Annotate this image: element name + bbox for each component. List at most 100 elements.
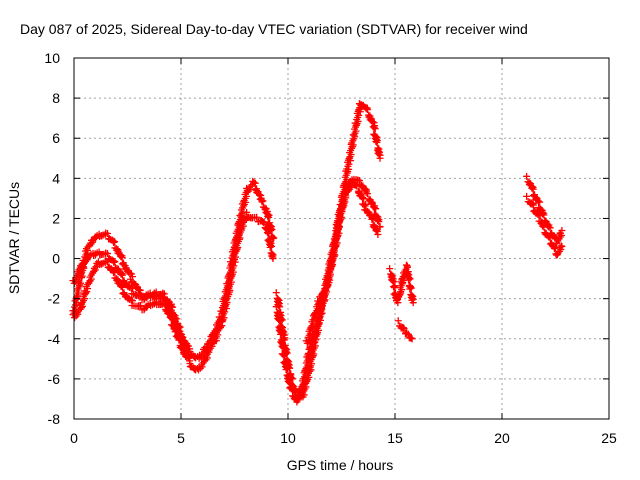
data-point — [362, 105, 370, 113]
data-point — [264, 230, 272, 238]
data-point — [111, 238, 119, 246]
data-point — [360, 195, 368, 203]
data-point — [368, 215, 376, 223]
data-point — [408, 335, 416, 343]
series-track-a — [69, 177, 278, 362]
data-point — [406, 275, 414, 283]
data-point — [362, 189, 370, 197]
x-tick-label: 10 — [280, 430, 296, 446]
data-point — [104, 250, 112, 258]
data-point — [159, 293, 167, 301]
y-axis-label: SDTVAR / TECUs — [6, 182, 22, 294]
data-point — [259, 197, 267, 205]
data-point — [118, 254, 126, 262]
data-point — [546, 224, 554, 232]
data-point — [288, 386, 296, 394]
data-point — [279, 343, 287, 351]
y-tick-label: -4 — [48, 331, 61, 347]
data-point — [73, 309, 81, 317]
data-point — [245, 184, 253, 192]
y-tick-label: 6 — [52, 130, 60, 146]
data-point — [258, 198, 266, 206]
data-point — [528, 184, 536, 192]
x-tick-label: 15 — [387, 430, 403, 446]
series-track-d — [272, 100, 384, 404]
data-point — [386, 265, 394, 273]
data-point — [71, 314, 79, 322]
data-point — [373, 139, 381, 147]
data-point — [136, 301, 144, 309]
data-point — [558, 243, 566, 251]
data-point — [529, 201, 537, 209]
data-point — [176, 327, 184, 335]
series-track-h — [394, 317, 416, 343]
x-tick-label: 0 — [70, 430, 78, 446]
data-point — [363, 106, 371, 114]
data-point — [269, 255, 277, 263]
axis-ticks — [73, 57, 610, 420]
y-tick-label: 2 — [52, 210, 60, 226]
data-point — [375, 150, 383, 158]
data-point — [523, 172, 531, 180]
data-point — [276, 330, 284, 338]
data-point — [523, 192, 531, 200]
data-point — [372, 205, 380, 213]
data-point — [255, 190, 263, 198]
data-point — [276, 317, 284, 325]
data-point — [529, 185, 537, 193]
plot-frame — [73, 57, 610, 420]
data-point — [367, 199, 375, 207]
x-tick-label: 5 — [177, 430, 185, 446]
data-point — [546, 234, 554, 242]
y-tick-label: 0 — [52, 251, 60, 267]
x-tick-label: 20 — [494, 430, 510, 446]
data-point — [406, 285, 414, 293]
data-point — [183, 347, 191, 355]
data-point — [372, 137, 380, 145]
data-point — [175, 328, 183, 336]
data-point — [164, 304, 172, 312]
data-point — [280, 352, 288, 360]
data-point — [266, 243, 274, 251]
data-point — [251, 179, 259, 187]
data-point — [268, 242, 276, 250]
data-point — [160, 294, 168, 302]
data-point — [250, 178, 258, 186]
data-point — [92, 263, 100, 271]
data-point — [119, 271, 127, 279]
data-point — [110, 258, 118, 266]
data-point — [374, 230, 382, 238]
data-point — [184, 348, 192, 356]
data-point — [400, 325, 408, 333]
data-point — [375, 218, 383, 226]
data-point — [370, 124, 378, 132]
data-point — [371, 125, 379, 133]
data-point — [265, 213, 273, 221]
data-point — [540, 223, 548, 231]
data-point — [110, 269, 118, 277]
tick-labels: 0 5 10 15 20 25 -8 -6 -4 -2 0 2 4 6 8 10 — [44, 50, 617, 446]
series-track-i — [523, 172, 566, 247]
data-point — [358, 194, 366, 202]
y-tick-label: 8 — [52, 90, 60, 106]
data-point — [371, 204, 379, 212]
data-point — [90, 268, 98, 276]
data-point — [394, 317, 402, 325]
data-point — [280, 344, 288, 352]
data-point — [279, 351, 287, 359]
data-point — [263, 229, 271, 237]
data-point — [282, 366, 290, 374]
data-point — [535, 211, 543, 219]
data-point — [186, 353, 194, 361]
y-tick-label: 4 — [52, 170, 60, 186]
data-point — [550, 245, 558, 253]
data-point — [244, 187, 252, 195]
data-point — [269, 235, 277, 242]
data-point — [364, 190, 372, 198]
data-point — [389, 277, 397, 285]
data-point — [536, 198, 544, 206]
y-tick-label: 10 — [44, 50, 60, 66]
data-points — [69, 100, 566, 406]
data-point — [243, 208, 251, 216]
data-point — [117, 282, 125, 290]
